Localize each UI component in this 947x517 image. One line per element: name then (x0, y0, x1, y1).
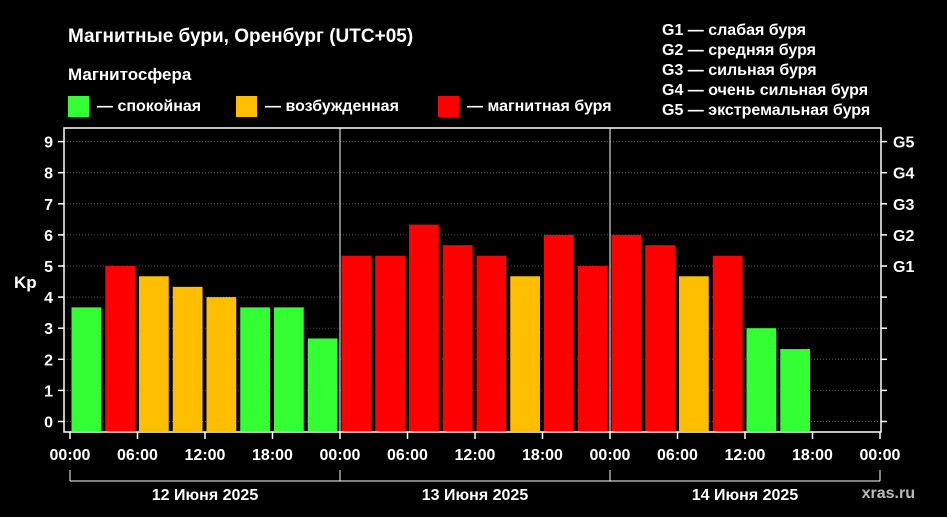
g-level-label: G2 (893, 228, 914, 245)
kp-bar (780, 349, 810, 431)
kp-bar (409, 224, 439, 431)
kp-bar (442, 245, 473, 431)
x-tick-label: 00:00 (320, 447, 361, 464)
kp-bar (307, 338, 338, 431)
kp-bar (206, 297, 237, 431)
chart-title: Магнитные бури, Оренбург (UTC+05) (68, 26, 414, 47)
x-tick-label: 18:00 (792, 447, 833, 464)
g-level-label: G3 (893, 197, 914, 214)
g-scale-g1: G1 — слабая буря (662, 22, 807, 39)
x-tick-label: 00:00 (860, 447, 901, 464)
kp-bar (71, 307, 102, 431)
kp-bar (544, 234, 574, 431)
y-tick-label: 9 (44, 135, 53, 152)
kp-bar (274, 307, 304, 431)
kp-bar (172, 286, 203, 431)
x-tick-label: 00:00 (50, 447, 91, 464)
x-tick-label: 06:00 (657, 447, 698, 464)
y-axis-label: Kp (14, 273, 37, 292)
kp-bar (611, 234, 642, 431)
kp-bar (341, 255, 372, 431)
x-tick-label: 18:00 (252, 447, 293, 464)
watermark: xras.ru (861, 485, 915, 502)
y-tick-label: 6 (44, 228, 53, 245)
kp-bar (105, 266, 135, 431)
legend-label-calm: — спокойная (97, 97, 202, 115)
kp-bar (476, 255, 507, 431)
g-level-label: G4 (893, 166, 914, 183)
day-label: 12 Июня 2025 (152, 487, 259, 504)
x-tick-label: 12:00 (455, 447, 496, 464)
x-tick-label: 12:00 (185, 447, 226, 464)
x-tick-label: 06:00 (387, 447, 428, 464)
y-tick-label: 8 (44, 166, 53, 183)
kp-bar (139, 276, 169, 431)
g-scale-g2: G2 — средняя буря (662, 42, 816, 59)
x-tick-label: 00:00 (590, 447, 631, 464)
legend-swatch-storm (438, 96, 459, 117)
kp-bar (679, 276, 709, 431)
kp-bar (746, 328, 777, 431)
g-level-label: G1 (893, 259, 914, 276)
day-label: 14 Июня 2025 (692, 487, 799, 504)
legend-item-excited: — возбужденная (236, 96, 399, 117)
g-scale-g4: G4 — очень сильная буря (662, 82, 869, 99)
y-tick-label: 7 (44, 197, 53, 214)
legend-label-storm: — магнитная буря (467, 97, 612, 115)
y-tick-label: 1 (44, 383, 53, 400)
y-tick-label: 5 (44, 259, 53, 276)
day-label: 13 Июня 2025 (422, 487, 529, 504)
legend-label-excited: — возбужденная (265, 97, 399, 115)
g-level-label: G5 (893, 135, 914, 152)
kp-bar (577, 266, 608, 431)
legend-item-calm: — спокойная (68, 96, 201, 117)
y-tick-label: 4 (44, 290, 53, 307)
kp-bar (712, 255, 743, 431)
kp-bar (240, 307, 270, 431)
kp-bar (375, 255, 405, 431)
y-tick-label: 0 (44, 415, 53, 432)
y-tick-label: 2 (44, 352, 53, 369)
x-tick-label: 06:00 (117, 447, 158, 464)
legend-swatch-calm (68, 96, 89, 117)
legend-item-storm: — магнитная буря (438, 96, 612, 117)
kp-bar (510, 276, 540, 431)
g-scale-g5: G5 — экстремальная буря (662, 102, 871, 119)
plot-frame (63, 127, 882, 433)
legend-swatch-excited (236, 96, 257, 117)
x-tick-label: 12:00 (725, 447, 766, 464)
legend-title: Магнитосфера (68, 65, 192, 84)
kp-bar (645, 245, 675, 431)
x-tick-label: 18:00 (522, 447, 563, 464)
g-scale-g3: G3 — сильная буря (662, 62, 817, 79)
y-tick-label: 3 (44, 321, 53, 338)
